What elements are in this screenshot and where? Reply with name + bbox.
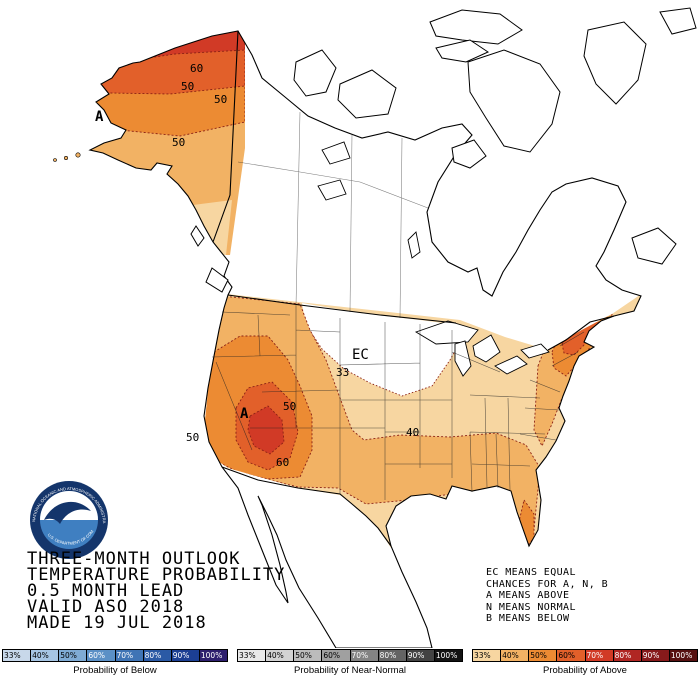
lakes	[317, 141, 550, 377]
colorbar-cell-100: 100%	[199, 650, 227, 661]
colorbar-cell-70: 70%	[115, 650, 144, 661]
colorbar-cell-70: 70%	[350, 650, 379, 661]
alaska-contours	[90, 31, 245, 255]
colorbar-cell-80: 80%	[613, 650, 642, 661]
map-label-south-40: 40	[406, 426, 419, 439]
title-block: THREE-MONTH OUTLOOK TEMPERATURE PROBABIL…	[27, 549, 286, 633]
colorbar-cell-60: 60%	[322, 650, 351, 661]
colorbar-cell-80: 80%	[143, 650, 172, 661]
colorbar-cell-33: 33%	[473, 650, 502, 661]
map-label-ak-a: A	[95, 109, 104, 125]
title-line-variable: TEMPERATURE PROBABILITY	[27, 565, 286, 585]
aleutian-islands	[53, 152, 81, 162]
title-line-lead: 0.5 MONTH LEAD	[27, 581, 185, 601]
colorbar-above-caption: Probability of Above	[543, 665, 627, 676]
colorbar-cell-50: 50%	[59, 650, 88, 661]
title-line-valid: VALID ASO 2018	[27, 597, 185, 617]
legend-line-chances: CHANCES FOR A, N, B	[486, 578, 608, 590]
state-boundaries	[211, 306, 585, 500]
colorbar-near-normal-caption: Probability of Near-Normal	[294, 665, 406, 676]
coastline	[88, 30, 642, 648]
map-label-ec: EC	[352, 347, 369, 363]
colorbar-cell-80: 80%	[378, 650, 407, 661]
province-borders	[237, 111, 429, 319]
colorbar-cell-50: 50%	[294, 650, 323, 661]
map-label-ak-50a: 50	[181, 80, 194, 93]
map-label-ak-50c: 50	[172, 136, 185, 149]
noaa-logo: NATIONAL OCEANIC AND ATMOSPHERIC ADMINIS…	[29, 480, 108, 559]
legend-block: EC MEANS EQUAL CHANCES FOR A, N, B A MEA…	[486, 567, 608, 625]
colorbar-cell-33: 33%	[238, 650, 267, 661]
legend-line-below: B MEANS BELOW	[486, 613, 570, 624]
map-labels: 60 50 50 A 50 EC 33 50 A 40 60 50	[95, 62, 419, 469]
colorbar-below: 33% 40% 50% 60% 70% 80% 90% 100% Probability of…	[2, 649, 228, 676]
national-borders	[212, 30, 615, 547]
colorbar-cell-90: 90%	[406, 650, 435, 661]
colorbar-cell-33: 33%	[3, 650, 32, 661]
colorbar-above: 33% 40% 50% 60% 70% 80% 90% 100% Probability of…	[472, 649, 698, 676]
colorbar-cell-40: 40%	[266, 650, 295, 661]
noaa-seagull-icon	[44, 501, 91, 524]
legend-line-above: A MEANS ABOVE	[486, 590, 570, 601]
colorbar-cell-90: 90%	[171, 650, 200, 661]
colorbar-cell-40: 40%	[31, 650, 60, 661]
probability-colorbars: 33% 40% 50% 60% 70% 80% 90% 100% Probability of…	[0, 649, 700, 676]
ec-region	[302, 303, 462, 396]
legend-line-ec: EC MEANS EQUAL	[486, 567, 576, 578]
title-line-made: MADE 19 JUL 2018	[27, 613, 207, 633]
colorbar-below-cells: 33% 40% 50% 60% 70% 80% 90% 100%	[2, 649, 228, 662]
colorbar-cell-100: 100%	[669, 650, 697, 661]
colorbar-cell-40: 40%	[501, 650, 530, 661]
colorbar-cell-60: 60%	[87, 650, 116, 661]
colorbar-cell-100: 100%	[434, 650, 462, 661]
map-label-coast-50: 50	[186, 431, 199, 444]
legend-line-normal: N MEANS NORMAL	[486, 601, 576, 613]
colorbar-near-normal-cells: 33% 40% 50% 60% 70% 80% 90% 100%	[237, 649, 463, 662]
north-america-map: 60 50 50 A 50 EC 33 50 A 40 60 50	[53, 7, 697, 648]
islands	[190, 7, 697, 293]
map-label-west-60: 60	[276, 456, 289, 469]
colorbar-near-normal: 33% 40% 50% 60% 70% 80% 90% 100% Probability of…	[237, 649, 463, 676]
map-label-west-a: A	[240, 406, 249, 422]
colorbar-below-caption: Probability of Below	[73, 665, 157, 676]
map-label-33: 33	[336, 366, 349, 379]
map-label-ak-60: 60	[190, 62, 203, 75]
title-line-product: THREE-MONTH OUTLOOK	[27, 549, 241, 569]
map-label-west-50: 50	[283, 400, 296, 413]
colorbar-above-cells: 33% 40% 50% 60% 70% 80% 90% 100%	[472, 649, 698, 662]
colorbar-cell-60: 60%	[557, 650, 586, 661]
colorbar-cell-50: 50%	[529, 650, 558, 661]
colorbar-cell-90: 90%	[641, 650, 670, 661]
colorbar-cell-70: 70%	[585, 650, 614, 661]
map-label-ak-50b: 50	[214, 93, 227, 106]
